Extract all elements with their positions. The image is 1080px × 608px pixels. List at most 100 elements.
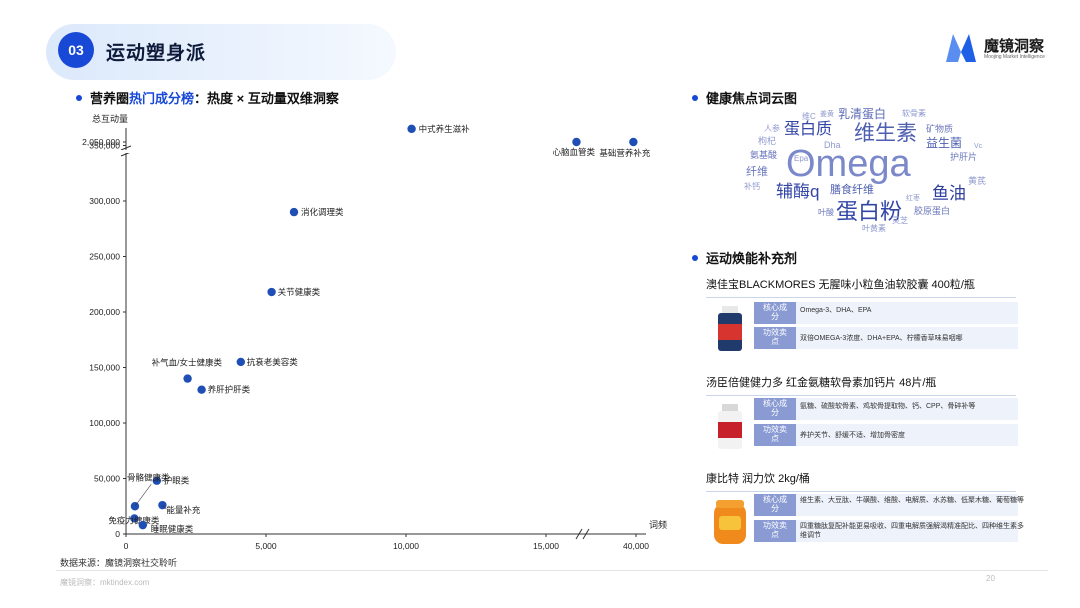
data-point [183, 374, 192, 383]
data-label: 抗衰老美容类 [247, 357, 299, 367]
benefit-text: 四重糖肽复配补能更易吸收、四重电解质强解渴精准配比、四种维生素多维调节 [800, 523, 1024, 540]
chart-title-highlight: 热门成分榜 [129, 91, 195, 106]
data-point [130, 514, 139, 523]
brand-logo: 魔镜洞察 Moojing Market Intelligence [944, 32, 1054, 68]
y-tick-label: 0 [115, 529, 120, 539]
row-background [754, 494, 1018, 516]
wordcloud-title: 健康焦点词云图 [706, 91, 798, 106]
product-card-2: 汤臣倍健健力多 红金氨糖软骨素加钙片 48片/瓶 核心成分 氨糖、硫酸软骨素、鸡… [706, 374, 1018, 449]
chart-title-prefix: 营养圈 [90, 91, 130, 106]
bottle-label [718, 422, 742, 438]
data-label: 护眼类 [164, 476, 190, 486]
cloud-word: 姜黄 [820, 111, 834, 118]
data-source: 数据来源：魔镜洞察社交聆听 [60, 558, 178, 568]
x-tick-label: 15,000 [533, 541, 559, 551]
product-name: 康比特 润力饮 2kg/桶 [706, 470, 1016, 492]
cloud-word: 枸杞 [758, 136, 777, 146]
cloud-word: 膳食纤维 [830, 184, 874, 196]
benefit-tag: 功效卖点 [754, 520, 796, 542]
cloud-word: 叶酸 [818, 208, 834, 217]
cloud-word: Omega [786, 143, 911, 185]
cloud-word: 软骨素 [902, 109, 926, 118]
page-number: 20 [986, 574, 995, 583]
x-tick-label: 5,000 [255, 541, 277, 551]
data-point [407, 124, 416, 134]
section-header-bar [46, 24, 396, 80]
chart-title-suffix: ：热度 × 互动量双维洞察 [194, 91, 339, 106]
core-ingredient-tag: 核心成分 [754, 494, 796, 516]
fish-oil-bottle-icon [718, 306, 742, 351]
core-ingredient-text: 维生素、大豆肽、牛磺酸、维酸、电解质、水苏糖、低聚木糖、葡萄糖等 [800, 497, 1024, 504]
data-label: 骨骼健康类 [127, 472, 170, 482]
products-section-title: 运动焕能补充剂 [692, 248, 797, 267]
wordcloud-section-title: 健康焦点词云图 [692, 88, 797, 107]
x-tick-label: 40,000 [623, 541, 649, 551]
cloud-word: 人参 [764, 124, 780, 133]
cloud-word: 灵芝 [892, 216, 908, 225]
core-ingredient-tag: 核心成分 [754, 398, 796, 420]
data-point [197, 385, 206, 394]
joint-tablet-bottle-icon [718, 404, 742, 449]
y-axis-break-gap [120, 150, 132, 153]
scatter-chart: 0 50,000 100,000 150,000 200,000 250,000 300,0… [82, 113, 667, 551]
data-label: 消化调理类 [301, 207, 344, 217]
section-title: 运动塑身派 [106, 43, 207, 64]
y-tick-label: 250,000 [89, 252, 120, 262]
data-point [572, 137, 581, 147]
cloud-word: 护肝片 [950, 152, 978, 162]
cloud-word: 补钙 [744, 182, 760, 191]
cloud-word: 纤维 [746, 166, 768, 178]
benefit-text: 双倍OMEGA-3浓度、DHA+EPA、柠檬香草味易咽哪 [800, 335, 963, 342]
row-background [754, 520, 1018, 542]
cloud-word: Vc [974, 143, 983, 150]
benefit-tag: 功效卖点 [754, 327, 796, 349]
y-tick-label: 300,000 [89, 196, 120, 206]
row-background [754, 327, 1018, 349]
x-axis-label: 词频 [649, 519, 667, 530]
drink-powder-tub-icon [714, 500, 746, 544]
y-tick-label: 150,000 [89, 363, 120, 373]
data-label: 养肝护肝类 [208, 385, 251, 395]
y-tick-label: 200,000 [89, 307, 120, 317]
core-ingredient-text: Omega-3、DHA、EPA [800, 307, 872, 314]
bottle-cap [722, 404, 738, 412]
cloud-word: 叶黄素 [862, 224, 886, 233]
footer-divider [56, 570, 1048, 571]
product-card-1: 澳佳宝BLACKMORES 无腥味小粒鱼油软胶囊 400粒/瓶 核心成分 Ome… [706, 276, 1018, 351]
products-title: 运动焕能补充剂 [706, 251, 798, 266]
data-point [152, 476, 161, 485]
bullet-icon [692, 254, 698, 261]
data-label: 睡眠健康类 [151, 524, 194, 534]
y-axis-label: 总互动量 [92, 113, 128, 124]
benefit-tag: 功效卖点 [754, 424, 796, 446]
x-tick-label: 10,000 [393, 541, 419, 551]
leader-line [162, 504, 167, 510]
brand-name: 魔镜洞察 [984, 38, 1045, 55]
cloud-word: Epa [794, 154, 809, 163]
data-point [236, 357, 245, 367]
cloud-word: 红枣 [906, 195, 920, 202]
product-card-3: 康比特 润力饮 2kg/桶 核心成分 维生素、大豆肽、牛磺酸、维酸、电解质、水苏… [706, 470, 1024, 544]
cloud-word: Dha [824, 140, 841, 150]
bullet-icon [692, 94, 698, 101]
tub-label [719, 516, 741, 530]
benefit-text: 养护关节、舒缓不适、增加骨密度 [800, 432, 905, 439]
y-tick-label: 2,050,000 [82, 137, 120, 147]
data-point [629, 137, 638, 147]
cloud-word: 鱼油 [932, 184, 966, 203]
product-name: 澳佳宝BLACKMORES 无腥味小粒鱼油软胶囊 400粒/瓶 [706, 276, 1016, 298]
data-label: 关节健康类 [278, 287, 321, 297]
cloud-word: 蛋白粉 [836, 199, 903, 224]
core-ingredient-tag: 核心成分 [754, 302, 796, 324]
leader-line [134, 484, 152, 507]
cloud-word: 蛋白质 [784, 121, 833, 138]
chart-section-title: 营养圈 热门成分榜 ：热度 × 互动量双维洞察 [76, 88, 339, 107]
bottle-label [718, 324, 742, 340]
cloud-word: 维C [802, 112, 816, 121]
product-name: 汤臣倍健健力多 红金氨糖软骨素加钙片 48片/瓶 [706, 374, 1016, 396]
bullet-icon [76, 94, 82, 101]
x-axis-break-icon [575, 528, 590, 540]
data-label: 免疫力健康类 [108, 515, 160, 525]
data-label: 心脑血管类 [552, 147, 595, 157]
bottle-cap [722, 306, 738, 314]
